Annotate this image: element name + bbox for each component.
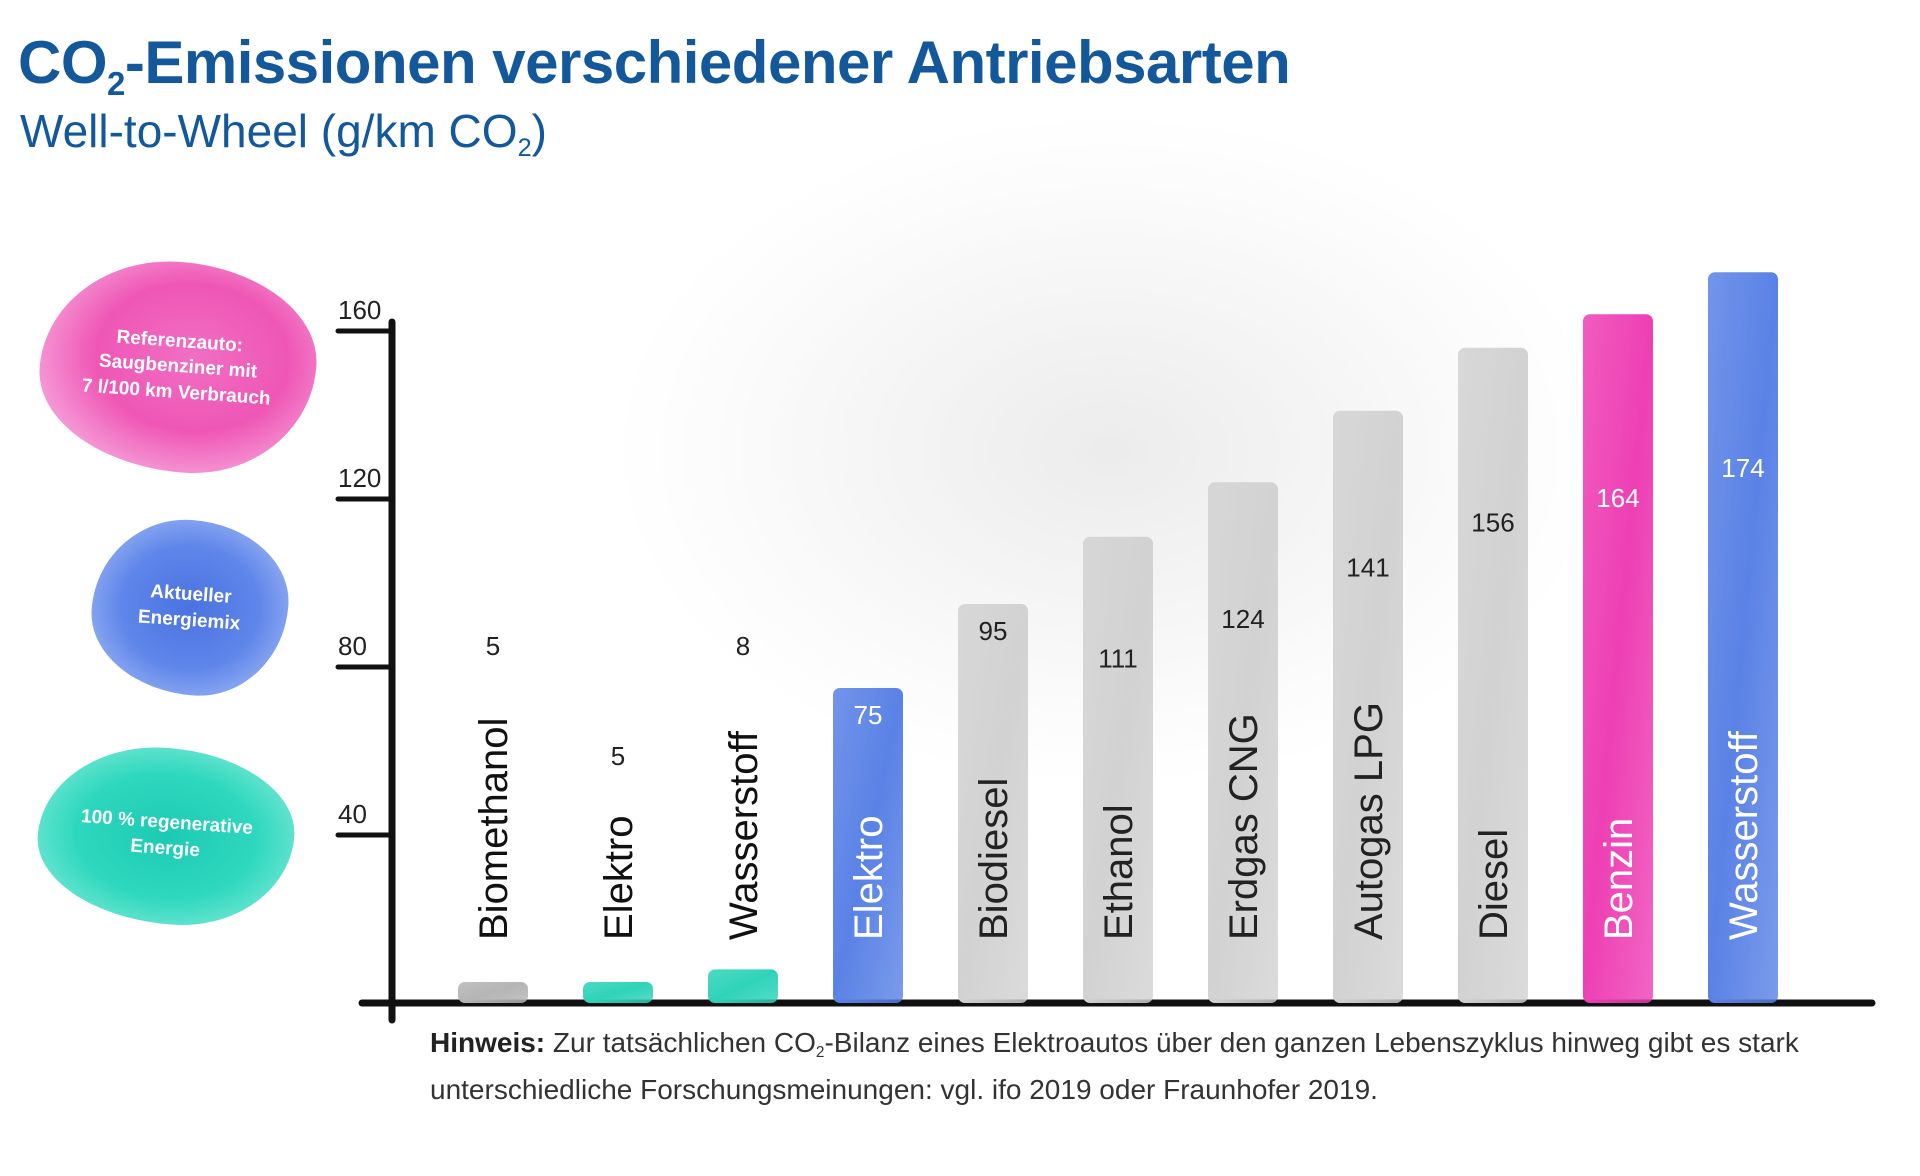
y-tick-label: 80: [338, 631, 367, 661]
bar-value-label: 164: [1596, 483, 1639, 513]
chart-subtitle: Well-to-Wheel (g/km CO2): [20, 105, 547, 162]
bar-value-label: 156: [1471, 507, 1514, 537]
bar-5: [958, 604, 1028, 1003]
bar-category-label: Ethanol: [1097, 804, 1141, 940]
bar-category-label: Autogas LPG: [1347, 702, 1391, 940]
bar-value-label: 111: [1098, 643, 1138, 673]
bar-category-label: Benzin: [1597, 818, 1641, 940]
bar-category-label: Elektro: [597, 816, 641, 941]
y-tick-label: 40: [338, 799, 367, 829]
bar-value-label: 124: [1221, 604, 1264, 634]
bar-10: [1583, 314, 1653, 1003]
bar-11: [1708, 272, 1778, 1003]
bar-value-label: 5: [486, 631, 500, 661]
footnote: Hinweis: Zur tatsächlichen CO2-Bilanz ei…: [430, 1027, 1799, 1105]
bar-value-label: 5: [611, 741, 625, 771]
bar-8: [1333, 410, 1403, 1003]
bar-category-label: Elektro: [847, 816, 891, 941]
bar-1: [458, 982, 528, 1003]
bar-category-label: Wasserstoff: [1722, 730, 1766, 940]
bar-9: [1458, 347, 1528, 1003]
bar-7: [1208, 482, 1278, 1003]
bar-value-label: 141: [1346, 553, 1389, 583]
bar-3: [708, 969, 778, 1003]
chart-title: CO2-Emissionen verschiedener Antriebsart…: [18, 29, 1291, 102]
bar-value-label: 174: [1721, 453, 1764, 483]
bar-category-label: Biodiesel: [972, 778, 1016, 940]
bar-category-label: Erdgas CNG: [1222, 713, 1266, 940]
bar-value-label: 8: [736, 631, 750, 661]
bar-4: [833, 688, 903, 1003]
bar-value-label: 75: [854, 700, 883, 730]
bar-category-label: Wasserstoff: [722, 730, 766, 940]
bar-6: [1083, 536, 1153, 1003]
bar-category-label: Diesel: [1472, 829, 1516, 940]
y-tick-label: 160: [338, 295, 381, 325]
bar-value-label: 95: [979, 616, 1008, 646]
bar-category-label: Biomethanol: [472, 718, 516, 940]
y-tick-label: 120: [338, 463, 381, 493]
bar-2: [583, 982, 653, 1003]
